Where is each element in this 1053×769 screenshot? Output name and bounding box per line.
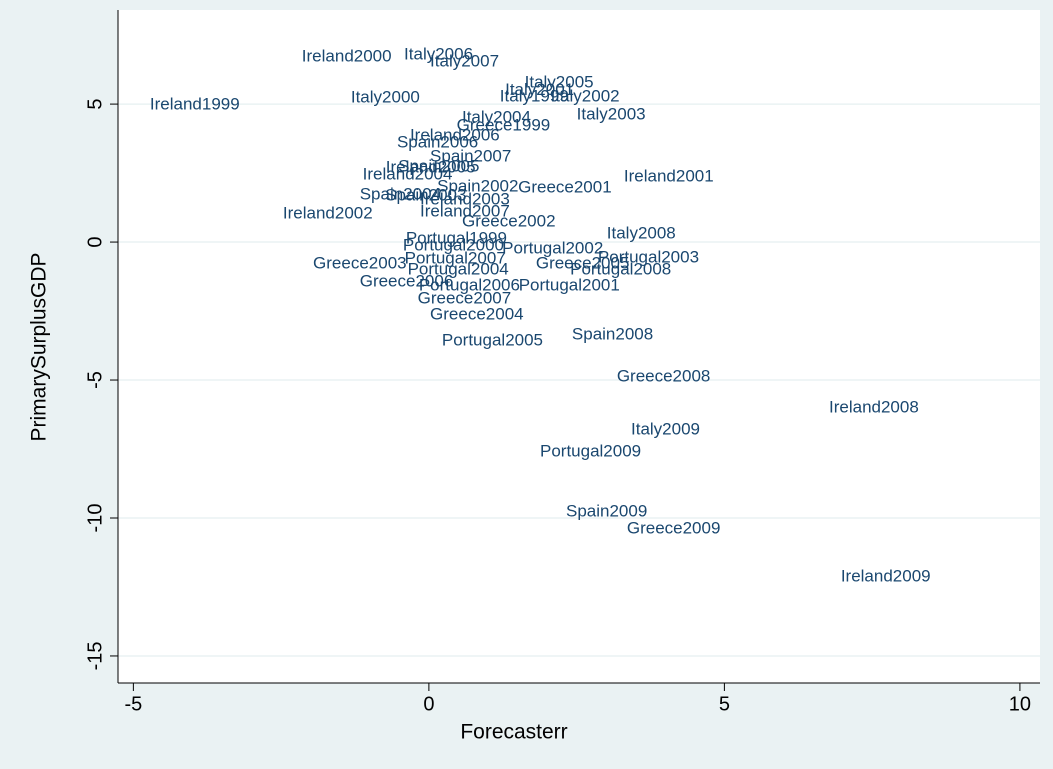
point-label: Italy2004 [462, 108, 531, 127]
x-tick-label: 0 [423, 693, 434, 715]
point-label: Spain2006 [397, 132, 478, 151]
point-label: Spain2009 [566, 501, 647, 520]
point-label: Italy2006 [404, 44, 473, 63]
point-label: Italy2008 [607, 224, 676, 243]
point-label: Ireland2008 [829, 397, 919, 416]
point-label: Italy2001 [505, 80, 574, 99]
point-label: Ireland2006 [410, 126, 500, 145]
point-label: Greece2003 [313, 254, 407, 273]
point-label: Italy1999 [500, 87, 569, 106]
point-label: Ireland2004 [363, 164, 453, 183]
point-label: Italy2002 [551, 87, 620, 106]
point-label: Portugal2008 [570, 259, 671, 278]
point-label: Italy2003 [577, 105, 646, 124]
point-label: Spain2007 [430, 147, 511, 166]
point-label: Italy2000 [351, 88, 420, 107]
x-tick-label: 10 [1009, 693, 1031, 715]
point-label: Portugal2006 [419, 275, 520, 294]
point-label: Ireland1999 [150, 95, 240, 114]
plot-area [118, 10, 1040, 683]
point-label: Spain2004 [360, 185, 441, 204]
point-label: Ireland2003 [420, 190, 510, 209]
point-label: Greece2002 [462, 212, 556, 231]
point-label: Greece2007 [418, 289, 512, 308]
x-axis-title: Forecasterr [460, 721, 567, 744]
x-tick-label: 5 [719, 693, 730, 715]
point-label: Spain2005 [398, 156, 479, 175]
point-label: Greece2009 [627, 519, 721, 538]
point-label: Ireland2007 [420, 201, 510, 220]
point-label: Portugal2003 [598, 248, 699, 267]
point-label: Portugal2009 [540, 442, 641, 461]
point-label: Portugal2000 [403, 235, 504, 254]
point-label: Greece2008 [617, 366, 711, 385]
grid [118, 103, 1040, 657]
y-axis-title: PrimarySurplusGDP [28, 252, 51, 441]
point-label: Greece2004 [430, 304, 524, 323]
y-tick-label: 0 [84, 236, 106, 247]
point-label: Greece2005 [536, 254, 630, 273]
y-tick-label: -10 [84, 504, 106, 533]
point-label: Spain2008 [572, 325, 653, 344]
point-label: Italy2007 [430, 52, 499, 71]
point-label: Portugal1999 [406, 229, 507, 248]
y-tick-label: -5 [84, 371, 106, 389]
y-tick-label: 5 [84, 99, 106, 110]
point-label: Ireland2009 [841, 567, 931, 586]
point-label: Spain2003 [385, 185, 466, 204]
point-label: Spain2002 [437, 177, 518, 196]
point-label: Greece2006 [360, 272, 454, 291]
y-tick-label: -15 [84, 642, 106, 671]
point-label: Portugal2005 [442, 331, 543, 350]
point-label: Greece1999 [457, 116, 551, 135]
point-label: Ireland2005 [386, 158, 476, 177]
point-label: Ireland2001 [624, 166, 714, 185]
point-label: Portugal2001 [519, 275, 620, 294]
point-label: Ireland2002 [283, 204, 373, 223]
point-label: Portugal2007 [405, 249, 506, 268]
point-label: Italy2009 [631, 419, 700, 438]
point-label: Greece2001 [518, 177, 612, 196]
point-label: Portugal2002 [502, 238, 603, 257]
point-label: Ireland2000 [302, 47, 392, 66]
x-tick-label: -5 [124, 693, 142, 715]
point-label: Portugal2004 [408, 259, 509, 278]
point-label: Italy2005 [525, 73, 594, 92]
